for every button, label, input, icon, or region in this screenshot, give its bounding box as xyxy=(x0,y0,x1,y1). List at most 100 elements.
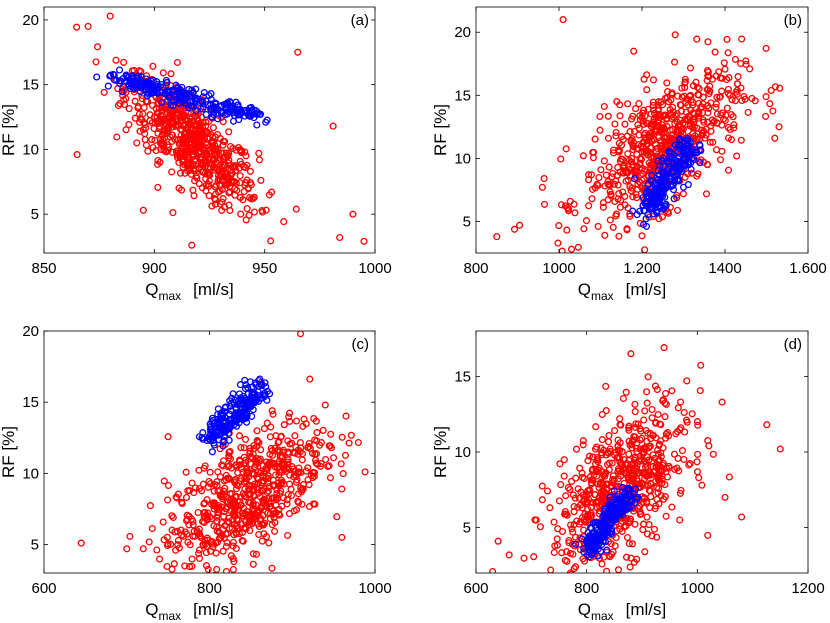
red-point xyxy=(174,536,182,545)
red-point xyxy=(634,180,642,188)
red-point xyxy=(613,98,621,106)
red-point xyxy=(264,487,272,495)
red-point xyxy=(257,486,265,494)
red-point xyxy=(628,115,636,123)
x-axis-label: Qmax [ml/s] xyxy=(578,280,667,303)
red-point xyxy=(600,157,608,165)
blue-point xyxy=(241,376,249,384)
red-point xyxy=(662,389,670,398)
red-point xyxy=(114,101,122,110)
red-point xyxy=(219,195,227,203)
red-point xyxy=(198,487,206,495)
red-point xyxy=(627,187,635,195)
red-point xyxy=(561,556,569,564)
red-point xyxy=(241,148,249,156)
blue-point xyxy=(217,415,225,423)
red-point xyxy=(210,522,218,530)
blue-point xyxy=(199,105,207,113)
red-point xyxy=(588,185,597,193)
red-point xyxy=(236,583,242,589)
blue-point xyxy=(110,71,118,79)
red-point xyxy=(175,121,183,130)
red-point xyxy=(688,169,696,177)
red-point xyxy=(240,453,248,461)
red-point xyxy=(604,178,612,186)
red-point xyxy=(616,525,624,533)
red-point xyxy=(626,128,634,136)
red-point xyxy=(668,503,676,511)
red-point xyxy=(704,38,712,46)
red-point xyxy=(610,476,618,484)
blue-point xyxy=(629,489,637,497)
y-tick-label: 10 xyxy=(22,141,39,158)
red-point xyxy=(155,99,163,107)
red-point xyxy=(570,508,578,516)
panel-d: 600 800 1000 1200 5 10 15 (d) Qmax [ml/s] RF [%] xyxy=(431,330,825,623)
x-tick-label: 1200 xyxy=(791,580,824,597)
red-point xyxy=(304,464,312,472)
red-point xyxy=(597,166,605,174)
red-point xyxy=(185,563,194,571)
red-point xyxy=(632,423,640,432)
red-point xyxy=(225,454,233,462)
red-point xyxy=(212,158,220,166)
red-point xyxy=(214,172,223,180)
red-point xyxy=(603,592,609,598)
red-point xyxy=(572,445,581,453)
red-point xyxy=(269,410,277,418)
red-point xyxy=(659,444,667,452)
red-outlier-point xyxy=(296,331,305,338)
red-point xyxy=(712,100,720,108)
red-point xyxy=(198,127,206,135)
red-outlier-point xyxy=(84,22,92,30)
red-point xyxy=(169,209,177,217)
red-point xyxy=(156,158,164,166)
red-point xyxy=(249,560,257,568)
red-point xyxy=(146,502,154,510)
red-point xyxy=(134,102,142,111)
red-point xyxy=(236,193,245,202)
red-point xyxy=(219,547,227,555)
red-point xyxy=(677,398,685,406)
red-point xyxy=(249,550,257,558)
red-point xyxy=(609,548,617,556)
red-point xyxy=(93,43,102,51)
red-point xyxy=(555,497,563,505)
red-point xyxy=(226,182,234,190)
blue-point xyxy=(585,533,593,541)
x-tick-label: 800 xyxy=(574,580,599,597)
red-point xyxy=(593,180,601,188)
red-point xyxy=(195,180,203,188)
red-point xyxy=(662,512,670,520)
red-point xyxy=(538,496,546,504)
red-point xyxy=(630,558,638,566)
y-tick-label: 20 xyxy=(454,24,471,41)
panel-label: (d) xyxy=(784,336,802,353)
red-point xyxy=(712,103,720,111)
red-point xyxy=(190,489,198,497)
blue-point xyxy=(611,504,619,512)
blue-point xyxy=(142,75,150,83)
red-point xyxy=(342,412,350,420)
red-point xyxy=(253,427,261,435)
red-point xyxy=(222,149,230,157)
blue-point xyxy=(235,116,243,124)
red-outlier-point xyxy=(123,545,131,553)
blue-point xyxy=(243,408,251,417)
red-point xyxy=(154,110,162,118)
blue-point xyxy=(158,98,166,106)
red-point xyxy=(609,223,617,231)
red-point xyxy=(687,106,695,114)
x-tick-label: 800 xyxy=(197,580,222,597)
x-tick-label: 600 xyxy=(31,580,56,597)
red-point xyxy=(598,451,606,459)
red-point xyxy=(231,477,239,485)
red-point xyxy=(633,447,641,456)
red-point xyxy=(184,596,190,602)
red-point xyxy=(638,434,646,442)
red-point xyxy=(587,503,595,511)
red-point xyxy=(243,205,251,213)
red-point xyxy=(668,89,676,97)
red-point xyxy=(266,515,274,523)
red-point xyxy=(312,450,321,458)
